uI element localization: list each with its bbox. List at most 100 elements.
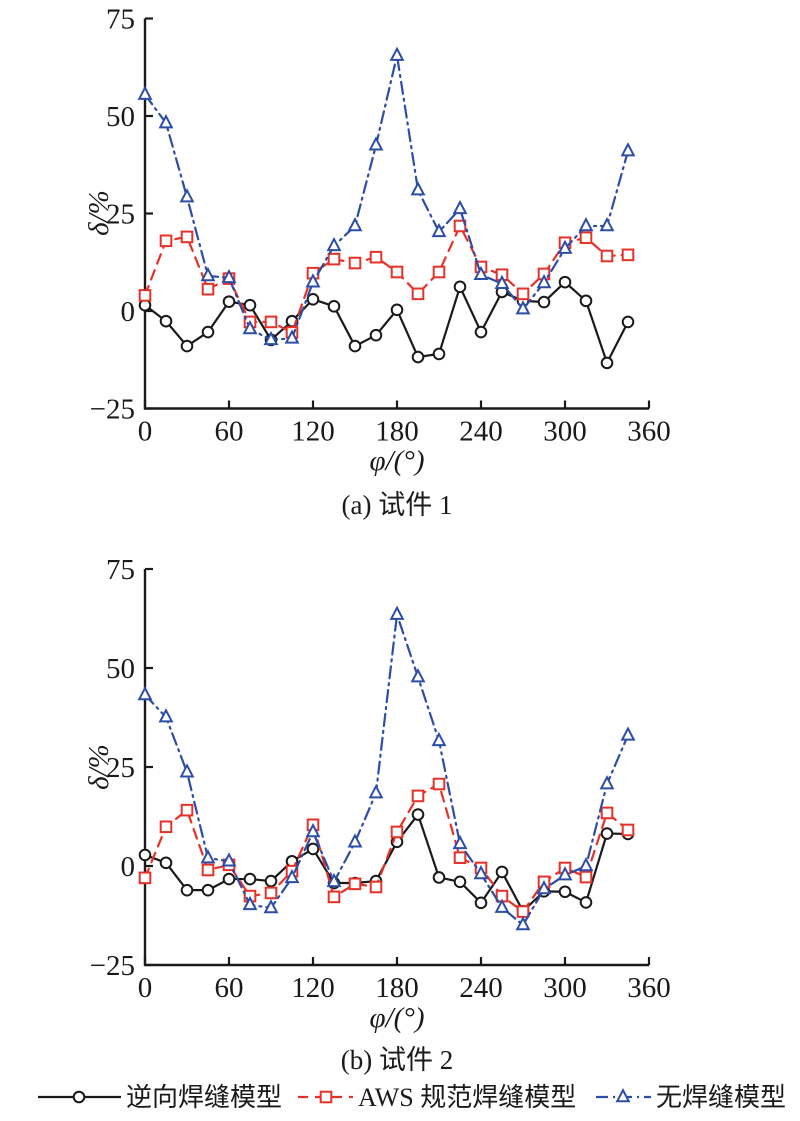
circle-marker: [201, 883, 215, 897]
square-marker: [138, 871, 152, 885]
triangle-marker: [452, 834, 468, 850]
square-marker: [411, 789, 425, 803]
circle-marker: [72, 1090, 86, 1104]
square-marker: [621, 823, 635, 837]
square-marker: [453, 219, 467, 233]
square-marker: [411, 287, 425, 301]
triangle-marker: [515, 916, 531, 931]
circle-marker: [243, 872, 257, 886]
triangle-marker: [179, 188, 195, 203]
triangle-marker: [557, 239, 573, 254]
triangle-marker: [305, 822, 321, 838]
triangle-marker: [389, 46, 405, 61]
triangle-marker: [284, 868, 300, 884]
triangle-marker: [494, 898, 510, 913]
y-tick-label: −25: [90, 950, 135, 982]
chart-b-y-axis-label: δ/%: [83, 744, 115, 790]
square-marker: [432, 265, 446, 279]
x-tick-label: 120: [291, 416, 335, 448]
square-marker: [516, 905, 530, 918]
triangle-marker: [620, 726, 636, 741]
circle-marker: [579, 896, 593, 909]
triangle-marker: [452, 199, 468, 215]
square-marker: [327, 252, 341, 266]
triangle-marker: [578, 857, 594, 872]
triangle-marker: [200, 266, 216, 282]
triangle-marker: [284, 329, 300, 344]
chart-b-caption: (b) 试件 2: [341, 1045, 453, 1075]
x-tick-label: 180: [375, 416, 419, 448]
circle-marker: [243, 298, 257, 312]
square-marker: [369, 250, 383, 264]
y-tick-label: 0: [121, 296, 136, 328]
square-marker: [180, 230, 194, 244]
triangle-marker: [263, 899, 279, 914]
x-tick-label: 60: [215, 972, 244, 1004]
legend-label-reverse-weld-model: 逆向焊缝模型: [126, 1083, 282, 1112]
triangle-marker: [599, 217, 615, 232]
triangle-marker: [431, 731, 447, 747]
triangle-marker: [515, 300, 531, 315]
circle-marker: [453, 280, 467, 294]
circle-marker: [453, 875, 467, 889]
series-no-weld-model-line: [143, 55, 630, 341]
square-marker: [138, 289, 152, 302]
triangle-marker: [557, 866, 573, 881]
triangle-marker: [494, 274, 510, 289]
triangle-marker: [473, 265, 489, 281]
triangle-marker: [368, 136, 384, 151]
legend-label-no-weld-model: 无焊缝模型: [656, 1083, 786, 1112]
triangle-marker: [389, 605, 405, 620]
circle-marker: [264, 874, 278, 888]
triangle-marker: [615, 1088, 631, 1103]
square-marker: [390, 265, 404, 279]
triangle-marker: [242, 895, 258, 911]
legend: 逆向焊缝模型 AWS 规范焊缝模型 无焊缝模型: [38, 1083, 786, 1112]
square-marker: [432, 777, 446, 791]
circle-marker: [327, 300, 341, 313]
chart-a-caption: (a) 试件 1: [342, 490, 453, 520]
triangle-marker: [536, 880, 552, 895]
square-marker: [201, 282, 215, 296]
circle-marker: [348, 339, 362, 353]
legend-label-aws-code-weld-model: AWS 规范焊缝模型: [358, 1083, 576, 1112]
triangle-marker: [431, 222, 447, 238]
triangle-marker: [179, 763, 195, 778]
triangle-marker: [599, 775, 615, 790]
circle-marker: [369, 328, 383, 342]
square-marker: [453, 851, 467, 864]
circle-marker: [432, 347, 446, 361]
chart-b-x-axis-label: φ/(°): [369, 1002, 424, 1034]
y-tick-label: 75: [106, 554, 135, 586]
triangle-marker: [620, 142, 636, 157]
series-reverse-weld-model-line: [143, 812, 630, 913]
square-marker: [621, 248, 635, 262]
y-tick-label: 25: [106, 199, 135, 231]
x-tick-label: 180: [375, 972, 419, 1004]
square-marker: [264, 315, 278, 329]
circle-marker: [222, 295, 236, 308]
x-tick-label: 120: [291, 972, 335, 1004]
chart-a-x-axis-label: φ/(°): [369, 445, 424, 477]
circle-marker: [138, 848, 152, 862]
series-reverse-weld-model-line: [143, 280, 630, 366]
y-tick-label: −25: [90, 394, 135, 426]
circle-marker: [159, 314, 173, 328]
square-marker: [600, 249, 614, 263]
triangle-marker: [410, 181, 426, 196]
x-tick-label: 0: [138, 416, 153, 448]
triangle-marker: [473, 864, 489, 880]
triangle-marker: [305, 273, 321, 288]
triangle-marker: [158, 114, 174, 129]
triangle-marker: [242, 319, 258, 335]
y-tick-label: 50: [106, 101, 135, 133]
square-marker: [579, 870, 593, 884]
triangle-marker: [221, 268, 237, 284]
triangle-marker: [137, 685, 153, 701]
triangle-marker: [347, 217, 363, 232]
x-tick-label: 360: [627, 416, 671, 448]
circle-marker: [621, 315, 635, 329]
triangle-marker: [347, 833, 363, 848]
